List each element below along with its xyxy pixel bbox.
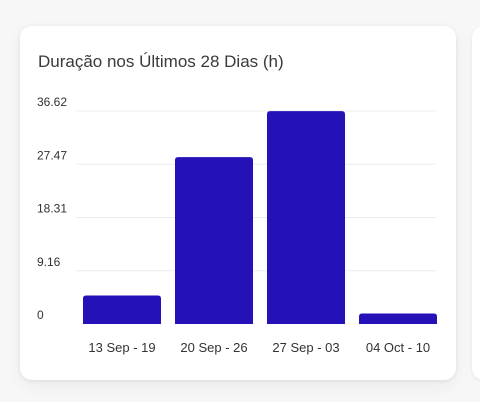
bars — [83, 111, 437, 324]
y-tick-label: 18.31 — [37, 202, 67, 216]
chart-card: Duração nos Últimos 28 Dias (h) 0 9.16 18.… — [20, 26, 456, 380]
x-category-label: 27 Sep - 03 — [272, 340, 339, 355]
bar[interactable] — [359, 313, 437, 324]
y-tick-label: 9.16 — [37, 255, 61, 269]
bar-chart: 0 9.16 18.31 27.47 36.62 13 Sep - 19 20 Sep -… — [37, 95, 437, 355]
y-tick-label: 27.47 — [37, 148, 67, 162]
y-axis-ticks: 0 9.16 18.31 27.47 36.62 — [37, 95, 67, 322]
x-category-label: 20 Sep - 26 — [180, 340, 247, 355]
x-category-label: 04 Oct - 10 — [366, 340, 430, 355]
bar[interactable] — [83, 295, 161, 324]
chart-title: Duração nos Últimos 28 Dias (h) — [38, 52, 284, 71]
adjacent-panel-edge — [472, 26, 480, 380]
y-tick-label: 0 — [37, 308, 44, 322]
grid-lines — [76, 110, 436, 272]
bar[interactable] — [267, 111, 345, 324]
x-axis-categories: 13 Sep - 19 20 Sep - 26 27 Sep - 03 04 Oct … — [88, 340, 430, 355]
x-category-label: 13 Sep - 19 — [88, 340, 155, 355]
y-tick-label: 36.62 — [37, 95, 67, 109]
bar[interactable] — [175, 157, 253, 324]
